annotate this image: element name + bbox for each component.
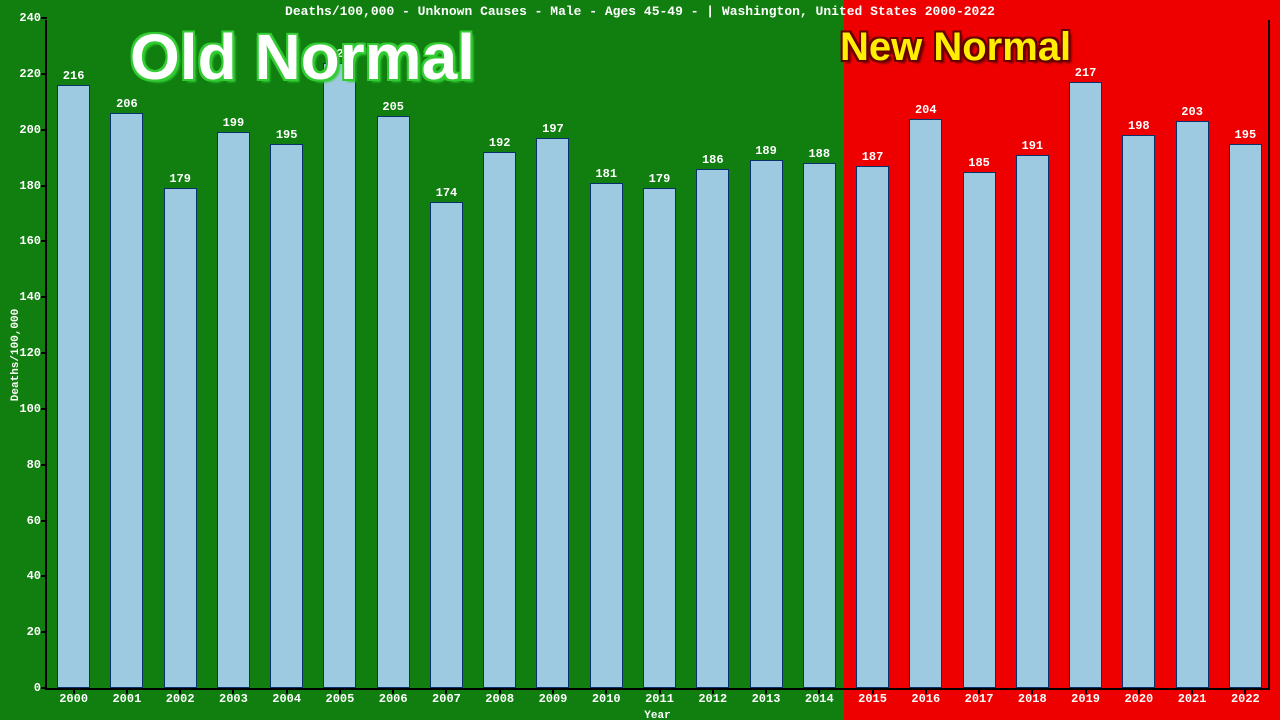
x-tick-label: 2015 <box>858 688 887 706</box>
bar: 199 <box>217 132 250 688</box>
y-tick-label: 140 <box>19 290 47 304</box>
x-tick-label: 2018 <box>1018 688 1047 706</box>
x-tick-label: 2007 <box>432 688 461 706</box>
y-tick-label: 160 <box>19 234 47 248</box>
y-tick-label: 180 <box>19 179 47 193</box>
bar-value-label: 191 <box>1022 139 1044 156</box>
chart-container: Deaths/100,000 - Unknown Causes - Male -… <box>0 0 1280 720</box>
x-tick-label: 2003 <box>219 688 248 706</box>
bar: 187 <box>856 166 889 688</box>
bar-value-label: 179 <box>169 172 191 189</box>
x-tick-label: 2017 <box>965 688 994 706</box>
y-tick-label: 100 <box>19 402 47 416</box>
y-tick-label: 40 <box>27 569 47 583</box>
bar: 197 <box>536 138 569 688</box>
x-tick-label: 2016 <box>911 688 940 706</box>
bar: 179 <box>164 188 197 688</box>
bar-value-label: 216 <box>63 69 85 86</box>
bar-value-label: 206 <box>116 97 138 114</box>
x-tick-label: 2021 <box>1178 688 1207 706</box>
x-tick-label: 2014 <box>805 688 834 706</box>
x-tick-label: 2006 <box>379 688 408 706</box>
y-tick-label: 0 <box>34 681 47 695</box>
bar: 195 <box>270 144 303 688</box>
bar-value-label: 198 <box>1128 119 1150 136</box>
x-tick-label: 2005 <box>326 688 355 706</box>
bar: 195 <box>1229 144 1262 688</box>
x-tick-label: 2009 <box>539 688 568 706</box>
bar: 198 <box>1122 135 1155 688</box>
bar-value-label: 185 <box>968 156 990 173</box>
bar: 191 <box>1016 155 1049 688</box>
y-tick-label: 80 <box>27 458 47 472</box>
bar-value-label: 217 <box>1075 66 1097 83</box>
x-tick-label: 2020 <box>1124 688 1153 706</box>
x-tick-label: 2008 <box>485 688 514 706</box>
bar: 192 <box>483 152 516 688</box>
bar: 174 <box>430 202 463 688</box>
overlay-new-normal: New Normal <box>840 25 1071 70</box>
x-tick-label: 2010 <box>592 688 621 706</box>
y-tick-label: 20 <box>27 625 47 639</box>
plot-area: 0204060801001201401601802002202402000216… <box>45 20 1270 690</box>
overlay-old-normal: Old Normal <box>130 20 475 94</box>
bar: 216 <box>57 85 90 688</box>
bar-value-label: 188 <box>808 147 830 164</box>
bar: 186 <box>696 169 729 688</box>
bar: 205 <box>377 116 410 688</box>
x-tick-label: 2002 <box>166 688 195 706</box>
bar-value-label: 204 <box>915 103 937 120</box>
bar-value-label: 195 <box>276 128 298 145</box>
bar-value-label: 179 <box>649 172 671 189</box>
y-tick-label: 220 <box>19 67 47 81</box>
bar: 188 <box>803 163 836 688</box>
x-tick-label: 2013 <box>752 688 781 706</box>
bar-value-label: 187 <box>862 150 884 167</box>
x-tick-label: 2000 <box>59 688 88 706</box>
bar: 203 <box>1176 121 1209 688</box>
bar: 206 <box>110 113 143 688</box>
x-tick-label: 2004 <box>272 688 301 706</box>
y-tick-label: 200 <box>19 123 47 137</box>
y-axis-label: Deaths/100,000 <box>10 309 22 401</box>
x-tick-label: 2011 <box>645 688 674 706</box>
y-tick-label: 60 <box>27 514 47 528</box>
bar: 189 <box>750 160 783 688</box>
bar: 217 <box>1069 82 1102 688</box>
bar-value-label: 203 <box>1181 105 1203 122</box>
bar: 179 <box>643 188 676 688</box>
bar-value-label: 199 <box>223 116 245 133</box>
bar-value-label: 181 <box>595 167 617 184</box>
x-tick-label: 2019 <box>1071 688 1100 706</box>
bar: 185 <box>963 172 996 688</box>
bar-value-label: 197 <box>542 122 564 139</box>
chart-title: Deaths/100,000 - Unknown Causes - Male -… <box>0 4 1280 19</box>
y-tick-label: 120 <box>19 346 47 360</box>
bar-value-label: 192 <box>489 136 511 153</box>
bar-value-label: 205 <box>382 100 404 117</box>
bar: 204 <box>909 119 942 689</box>
x-tick-label: 2012 <box>698 688 727 706</box>
x-tick-label: 2001 <box>112 688 141 706</box>
bar-value-label: 186 <box>702 153 724 170</box>
bar-value-label: 174 <box>436 186 458 203</box>
bar-value-label: 195 <box>1235 128 1257 145</box>
y-tick-label: 240 <box>19 11 47 25</box>
bar: 224 <box>323 63 356 688</box>
bar-value-label: 189 <box>755 144 777 161</box>
x-axis-label: Year <box>644 710 670 722</box>
bar: 181 <box>590 183 623 688</box>
x-tick-label: 2022 <box>1231 688 1260 706</box>
